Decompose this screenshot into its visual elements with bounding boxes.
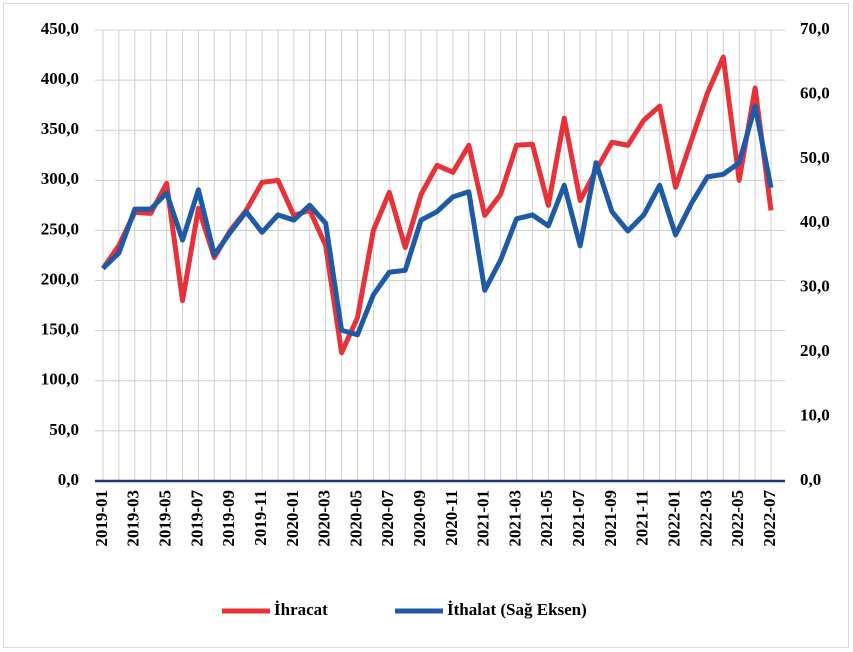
y2-tick-label: 70,0: [800, 19, 830, 38]
x-tick-label: 2020-11: [442, 490, 461, 546]
y-tick-label: 300,0: [41, 169, 79, 188]
y2-tick-label: 50,0: [800, 148, 830, 167]
y2-tick-label: 60,0: [800, 83, 830, 102]
x-tick-label: 2021-05: [537, 490, 556, 547]
x-tick-label: 2020-03: [315, 490, 334, 547]
x-tick-label: 2019-09: [219, 490, 238, 547]
x-tick-label: 2021-03: [505, 490, 524, 547]
y-tick-label: 450,0: [41, 19, 79, 38]
x-tick-label: 2019-01: [92, 490, 111, 547]
y2-tick-label: 20,0: [800, 341, 830, 360]
x-tick-label: 2020-01: [283, 490, 302, 547]
x-tick-label: 2019-07: [187, 490, 206, 547]
x-tick-label: 2020-09: [410, 490, 429, 547]
x-tick-label: 2019-05: [156, 490, 175, 547]
x-tick-label: 2019-11: [251, 490, 270, 546]
line-series: [100, 54, 774, 356]
x-tick-label: 2021-09: [601, 490, 620, 547]
legend-label: İhracat: [274, 600, 328, 619]
frame: [3, 3, 849, 648]
y2-tick-label: 10,0: [800, 405, 830, 424]
x-tick-label: 2020-05: [346, 490, 365, 547]
x-tick-label: 2022-03: [696, 490, 715, 547]
y2-tick-label: 30,0: [800, 277, 830, 296]
y-tick-label: 200,0: [41, 269, 79, 288]
y-tick-label: 400,0: [41, 69, 79, 88]
y-tick-label: 0,0: [58, 470, 79, 489]
x-tick-label: 2021-01: [474, 490, 493, 547]
x-tick-label: 2020-07: [378, 490, 397, 547]
x-tick-label: 2022-01: [664, 490, 683, 547]
y2-tick-label: 0,0: [800, 470, 821, 489]
x-tick-label: 2022-07: [760, 490, 779, 547]
y-tick-label: 150,0: [41, 320, 79, 339]
x-tick-label: 2019-03: [124, 490, 143, 547]
x-tick-label: 2022-05: [728, 490, 747, 547]
legend-label: İthalat (Sağ Eksen): [447, 600, 587, 619]
y-tick-label: 50,0: [49, 420, 79, 439]
y-tick-label: 250,0: [41, 219, 79, 238]
line-series: [101, 103, 774, 338]
y-tick-label: 100,0: [41, 370, 79, 389]
y-tick-label: 350,0: [41, 119, 79, 138]
x-tick-label: 2021-11: [633, 490, 652, 546]
x-tick-label: 2021-07: [569, 490, 588, 547]
y2-tick-label: 40,0: [800, 212, 830, 231]
